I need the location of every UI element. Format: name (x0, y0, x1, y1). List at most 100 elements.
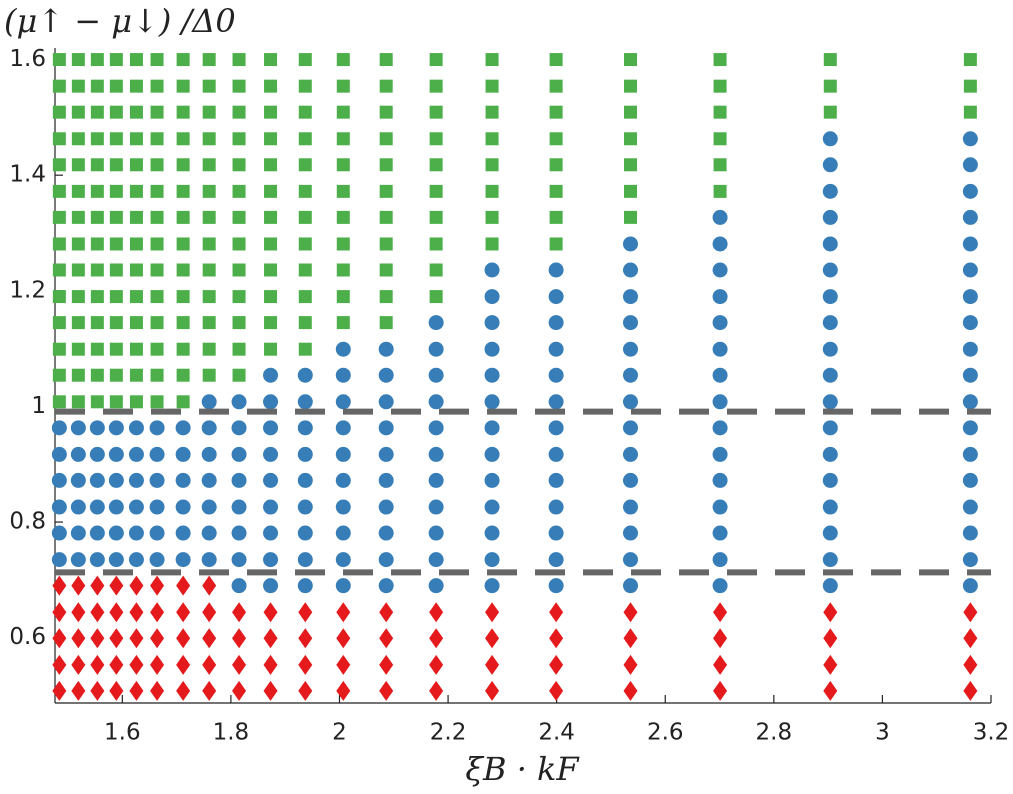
circle-marker (51, 552, 67, 568)
square-marker (129, 316, 143, 330)
square-marker (71, 237, 85, 251)
circle-marker (128, 472, 144, 488)
circle-marker (201, 552, 217, 568)
square-marker (150, 105, 164, 119)
circle-marker (108, 552, 124, 568)
square-marker (429, 158, 443, 172)
circle-marker (962, 525, 978, 541)
square-marker (202, 237, 216, 251)
circle-marker (962, 578, 978, 594)
diamond-marker (963, 628, 978, 649)
diamond-marker (429, 680, 444, 701)
circle-marker (378, 446, 394, 462)
square-marker (202, 105, 216, 119)
square-marker (150, 290, 164, 304)
square-marker (823, 53, 837, 67)
square-marker (963, 79, 977, 93)
square-marker (52, 184, 66, 198)
square-marker (336, 132, 350, 146)
square-marker (549, 79, 563, 93)
diamond-marker (176, 680, 191, 701)
circle-marker (484, 367, 500, 383)
circle-marker (149, 472, 165, 488)
circle-marker (822, 499, 838, 515)
diamond-marker (52, 602, 67, 623)
circle-marker (822, 289, 838, 305)
square-marker (71, 368, 85, 382)
circle-marker (201, 525, 217, 541)
square-marker (150, 53, 164, 67)
y-axis-label: (μ↑ − μ↓) /Δ0 (4, 2, 236, 40)
circle-marker (822, 236, 838, 252)
circle-marker (263, 394, 279, 410)
circle-marker (263, 420, 279, 436)
circle-marker (70, 420, 86, 436)
circle-marker (822, 262, 838, 278)
circle-marker (297, 525, 313, 541)
square-marker (202, 263, 216, 277)
circle-marker (712, 262, 728, 278)
x-tick-label: 1.8 (213, 720, 250, 746)
diamond-marker (176, 654, 191, 675)
x-tick-label: 2 (332, 720, 347, 746)
circle-marker (263, 578, 279, 594)
circle-marker (548, 367, 564, 383)
diamond-marker (336, 628, 351, 649)
square-marker (264, 105, 278, 119)
circle-marker (51, 525, 67, 541)
circle-marker (822, 209, 838, 225)
square-marker (129, 263, 143, 277)
circle-marker (962, 183, 978, 199)
circle-marker (822, 341, 838, 357)
circle-marker (712, 525, 728, 541)
square-marker (549, 184, 563, 198)
diamond-marker (549, 602, 564, 623)
square-marker (298, 263, 312, 277)
circle-marker (822, 315, 838, 331)
square-marker (176, 53, 190, 67)
circle-marker (484, 394, 500, 410)
square-marker (71, 79, 85, 93)
square-marker (52, 237, 66, 251)
square-marker (623, 79, 637, 93)
circle-marker (335, 394, 351, 410)
square-marker (90, 316, 104, 330)
square-marker (232, 158, 246, 172)
diamond-marker (129, 575, 144, 596)
square-marker (623, 132, 637, 146)
square-marker (429, 210, 443, 224)
square-marker (129, 342, 143, 356)
circle-marker (622, 552, 638, 568)
circle-marker (622, 420, 638, 436)
circle-marker (108, 420, 124, 436)
diamond-marker (713, 680, 728, 701)
circle-marker (378, 341, 394, 357)
diamond-marker (713, 628, 728, 649)
square-marker (298, 184, 312, 198)
circle-marker (712, 289, 728, 305)
circle-marker (263, 499, 279, 515)
square-marker (129, 53, 143, 67)
diamond-marker (202, 628, 217, 649)
circle-marker (484, 578, 500, 594)
circle-marker (297, 472, 313, 488)
x-tick-label: 2.2 (430, 720, 467, 746)
square-marker (129, 132, 143, 146)
square-marker (176, 237, 190, 251)
circle-marker (378, 552, 394, 568)
diamond-marker (176, 628, 191, 649)
square-marker (71, 184, 85, 198)
square-marker (90, 237, 104, 251)
circle-marker (231, 552, 247, 568)
diamond-marker (71, 654, 86, 675)
diamond-marker (129, 602, 144, 623)
circle-marker (297, 367, 313, 383)
circle-marker (263, 367, 279, 383)
square-marker (485, 237, 499, 251)
square-marker (298, 105, 312, 119)
diamond-marker (713, 602, 728, 623)
circle-marker (822, 578, 838, 594)
circle-marker (231, 394, 247, 410)
circle-marker (149, 446, 165, 462)
square-marker (429, 79, 443, 93)
